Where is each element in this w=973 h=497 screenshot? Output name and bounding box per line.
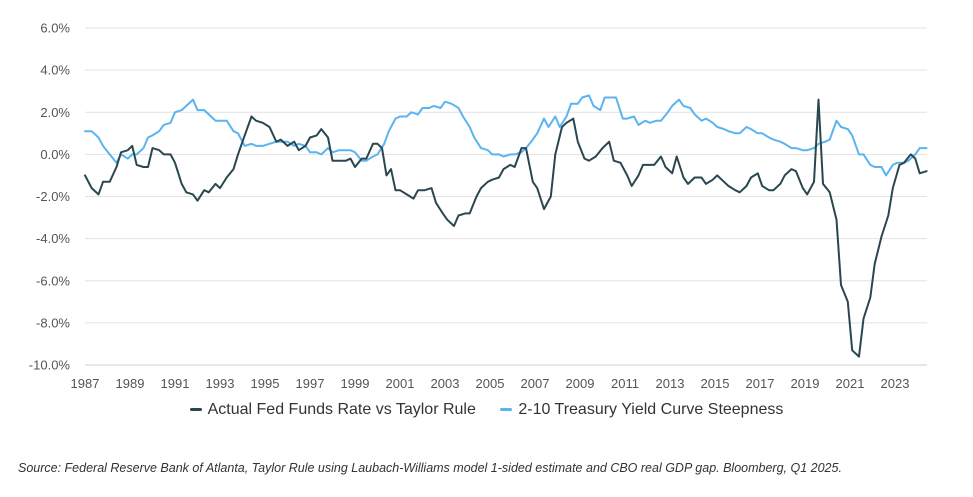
y-tick-label: -2.0% — [36, 189, 70, 204]
line-chart: 6.0% 4.0% 2.0% 0.0% -2.0% -4.0% -6.0% -8.0% -10.… — [29, 21, 928, 391]
x-tick-label: 1989 — [116, 376, 145, 391]
gridlines — [85, 27, 927, 366]
x-tick-label: 2017 — [746, 376, 775, 391]
x-tick-label: 2021 — [836, 376, 865, 391]
series-line-yield-curve — [84, 94, 928, 177]
y-tick-label: -4.0% — [36, 231, 70, 246]
x-tick-label: 2019 — [791, 376, 820, 391]
y-tick-label: -8.0% — [36, 315, 70, 330]
series-line-fed-funds — [84, 98, 928, 358]
legend-label-yield-curve: 2-10 Treasury Yield Curve Steepness — [518, 400, 784, 418]
x-tick-label: 2001 — [386, 376, 415, 391]
legend-swatch-fed-funds — [189, 408, 202, 411]
x-tick-label: 1995 — [251, 376, 280, 391]
x-tick-label: 1997 — [296, 376, 325, 391]
legend-item-yield-curve: 2-10 Treasury Yield Curve Steepness — [500, 401, 783, 419]
y-tick-label: -10.0% — [29, 358, 71, 373]
x-tick-label: 2007 — [521, 376, 550, 391]
y-tick-label: 4.0% — [40, 63, 70, 78]
y-tick-label: -6.0% — [36, 273, 70, 288]
chart-legend: Actual Fed Funds Rate vs Taylor Rule 2-1… — [0, 398, 973, 419]
x-tick-label: 2013 — [656, 376, 685, 391]
x-tick-label: 2023 — [881, 376, 910, 391]
x-tick-label: 2015 — [701, 376, 730, 391]
x-tick-label: 2011 — [611, 376, 639, 391]
series-lines — [84, 94, 928, 358]
y-axis-ticks: 6.0% 4.0% 2.0% 0.0% -2.0% -4.0% -6.0% -8.0% -10.… — [29, 21, 71, 373]
x-tick-label: 2005 — [476, 376, 505, 391]
source-note: Source: Federal Reserve Bank of Atlanta,… — [18, 461, 842, 475]
x-tick-label: 1999 — [341, 376, 370, 391]
y-tick-label: 0.0% — [40, 147, 70, 162]
x-tick-label: 2003 — [431, 376, 460, 391]
x-tick-label: 2009 — [566, 376, 595, 391]
legend-item-fed-funds: Actual Fed Funds Rate vs Taylor Rule — [189, 400, 476, 419]
legend-swatch-yield-curve — [500, 408, 513, 411]
y-tick-label: 2.0% — [40, 105, 70, 120]
x-tick-label: 1991 — [161, 376, 190, 391]
x-axis-ticks: 1987 1989 1991 1993 1995 1997 1999 2001 2003 2005… — [71, 376, 910, 391]
y-tick-label: 6.0% — [40, 21, 70, 36]
x-tick-label: 1987 — [71, 376, 100, 391]
legend-label-fed-funds: Actual Fed Funds Rate vs Taylor Rule — [207, 400, 476, 418]
x-tick-label: 1993 — [206, 376, 235, 391]
